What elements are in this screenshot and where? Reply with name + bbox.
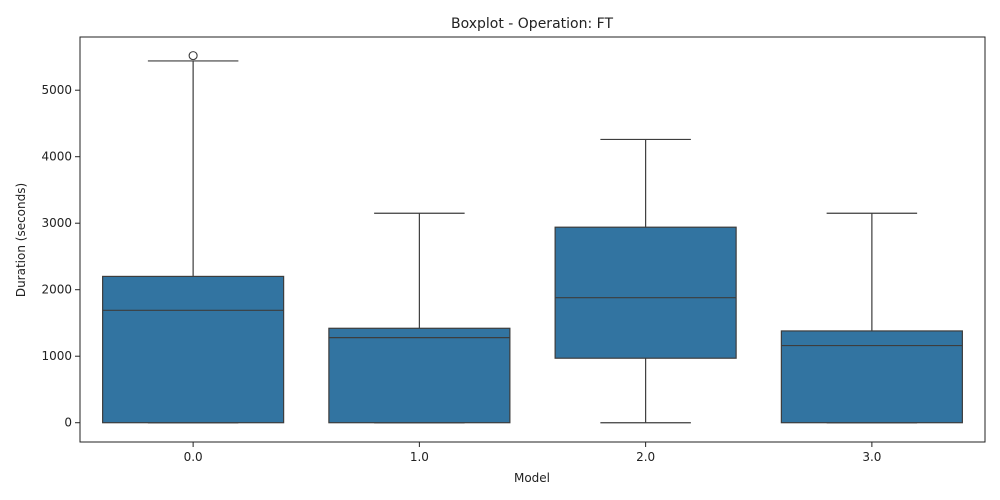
y-tick-label: 0 [64,416,72,430]
box-iqr [554,226,737,359]
plot-marks [102,51,963,424]
y-axis: 0 1000 2000 3000 4000 5000 [41,83,80,430]
chart-title: Boxplot - Operation: FT [451,16,613,32]
plot-frame [79,36,986,443]
outlier-point [188,51,198,61]
y-tick-label: 5000 [41,83,72,97]
box-iqr [780,330,963,424]
x-axis-label: Model [514,471,550,485]
box-group-3 [780,212,963,424]
y-tick-label: 4000 [41,150,72,164]
x-tick-label: 0.0 [184,450,203,464]
box-group-0 [102,51,285,424]
x-tick-label: 3.0 [862,450,881,464]
x-axis: 0.0 1.0 2.0 3.0 [184,442,881,464]
y-tick-label: 2000 [41,283,72,297]
x-tick-label: 1.0 [410,450,429,464]
box-iqr [328,327,511,424]
box-iqr [102,275,285,424]
y-tick-label: 3000 [41,216,72,230]
box-group-2 [554,138,737,424]
box-group-1 [328,212,511,424]
y-tick-label: 1000 [41,349,72,363]
x-tick-label: 2.0 [636,450,655,464]
y-axis-label: Duration (seconds) [14,183,28,297]
